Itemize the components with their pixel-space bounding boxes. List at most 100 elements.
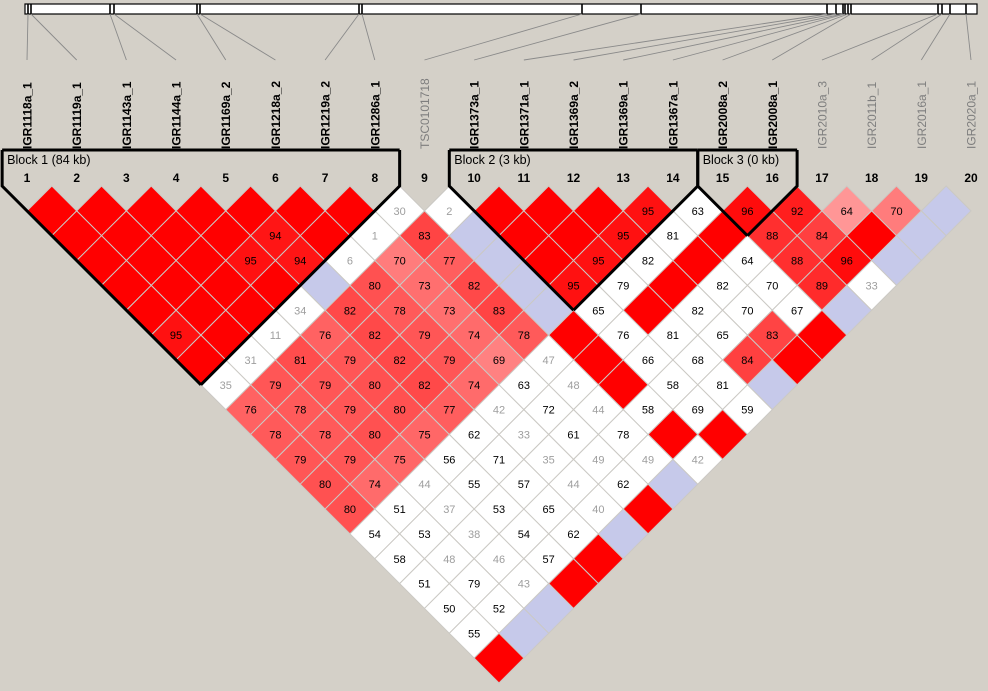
ld-value-8-12: 82: [468, 280, 480, 292]
ld-value-5-18: 65: [543, 504, 555, 516]
marker-label-12[interactable]: IGR1369a_2: [567, 81, 581, 149]
ld-value-8-9: 30: [394, 206, 406, 218]
ld-value-1-14: 80: [344, 504, 356, 516]
ld-value-2-18: 79: [468, 579, 480, 591]
marker-label-10[interactable]: IGR1373a_1: [468, 81, 482, 149]
ld-value-1-17: 51: [418, 579, 430, 591]
block-outline-1[interactable]: [0, 148, 402, 386]
ld-value-7-13: 74: [468, 330, 480, 342]
ld-value-12-15: 82: [642, 256, 654, 268]
marker-label-13[interactable]: IGR1369a_1: [617, 81, 631, 149]
marker-connector-9: [424, 13, 583, 61]
marker-connector-20: [965, 13, 972, 61]
ld-value-15-17: 88: [766, 231, 778, 243]
ld-value-7-17: 61: [567, 430, 579, 442]
ld-value-4-16: 55: [468, 479, 480, 491]
marker-label-2[interactable]: IGR1119a_1: [70, 82, 84, 149]
ld-value-8-10: 83: [418, 231, 430, 243]
marker-number-13: 13: [617, 171, 631, 185]
block-outline-3[interactable]: [696, 148, 799, 237]
marker-number-6: 6: [272, 171, 279, 185]
ld-value-1-7: 95: [170, 330, 182, 342]
ld-value-12-19: 84: [741, 355, 753, 367]
ld-value-4-12: 80: [369, 380, 381, 392]
ld-value-8-16: 48: [567, 380, 579, 392]
ld-value-10-17: 66: [642, 355, 654, 367]
marker-number-20: 20: [964, 171, 978, 185]
ld-value-11-15: 79: [617, 280, 629, 292]
marker-connector-16: [772, 13, 852, 61]
ld-value-7-12: 73: [443, 305, 455, 317]
marker-number-18: 18: [865, 171, 879, 185]
ld-value-11-18: 68: [692, 355, 704, 367]
ld-value-4-18: 54: [518, 529, 530, 541]
ld-value-3-17: 38: [468, 529, 480, 541]
block-label-3: Block 3 (0 kb): [703, 153, 779, 167]
ld-value-16-17: 92: [791, 206, 803, 218]
ld-value-1-16: 58: [394, 554, 406, 566]
ld-value-4-7: 95: [244, 256, 256, 268]
marker-label-4[interactable]: IGR1144a_1: [170, 81, 184, 149]
ld-value-16-19: 96: [841, 256, 853, 268]
ld-value-7-14: 69: [493, 355, 505, 367]
ld-value-8-19: 49: [642, 454, 654, 466]
marker-connector-4: [113, 13, 177, 61]
ld-value-7-16: 72: [543, 405, 555, 417]
ld-cell-1-20[interactable]: [473, 632, 525, 684]
marker-label-6[interactable]: IGR1218a_2: [269, 81, 283, 149]
ld-value-5-13: 82: [418, 380, 430, 392]
marker-label-18[interactable]: IGR2011b_1: [865, 82, 879, 149]
ld-value-2-13: 79: [344, 454, 356, 466]
ld-value-13-18: 70: [741, 305, 753, 317]
ld-value-1-9: 35: [220, 380, 232, 392]
ld-value-12-17: 82: [692, 305, 704, 317]
marker-number-16: 16: [766, 171, 780, 185]
ld-value-2-16: 53: [418, 529, 430, 541]
marker-label-9[interactable]: TSC0101718: [418, 78, 432, 149]
ld-value-1-10: 76: [244, 405, 256, 417]
ld-value-5-15: 62: [468, 430, 480, 442]
ld-value-10-16: 76: [617, 330, 629, 342]
ld-value-11-19: 81: [716, 380, 728, 392]
ld-value-2-10: 79: [269, 380, 281, 392]
ld-value-14-15: 63: [692, 206, 704, 218]
ld-value-5-12: 82: [394, 355, 406, 367]
marker-number-1: 1: [24, 171, 31, 185]
ld-value-6-18: 44: [567, 479, 579, 491]
marker-label-7[interactable]: IGR1219a_2: [319, 81, 333, 149]
marker-label-20[interactable]: IGR2020a_1: [965, 81, 979, 149]
ld-value-1-15: 54: [369, 529, 381, 541]
marker-connector-7: [324, 13, 360, 61]
ld-value-12-14: 95: [617, 231, 629, 243]
marker-label-8[interactable]: IGR1286a_1: [368, 81, 382, 149]
marker-label-16[interactable]: IGR2008a_1: [766, 81, 780, 149]
marker-label-5[interactable]: IGR1169a_2: [219, 81, 233, 149]
marker-label-1[interactable]: IGR1118a_1: [21, 82, 35, 149]
ld-value-5-10: 82: [344, 305, 356, 317]
marker-number-19: 19: [915, 171, 929, 185]
ld-value-7-19: 62: [617, 479, 629, 491]
marker-label-15[interactable]: IGR2008a_2: [716, 81, 730, 149]
marker-label-19[interactable]: IGR2016a_1: [915, 81, 929, 149]
marker-label-14[interactable]: IGR1367a_1: [666, 81, 680, 149]
ld-value-8-18: 78: [617, 430, 629, 442]
ld-value-7-15: 63: [518, 380, 530, 392]
ld-value-4-14: 75: [418, 430, 430, 442]
ld-value-2-17: 48: [443, 554, 455, 566]
marker-label-3[interactable]: IGR1143a_1: [120, 81, 134, 149]
marker-number-15: 15: [716, 171, 730, 185]
marker-connector-15: [722, 13, 849, 61]
ld-value-7-11: 73: [418, 280, 430, 292]
marker-number-17: 17: [815, 171, 829, 185]
ld-value-13-17: 82: [716, 280, 728, 292]
ld-value-6-17: 35: [543, 454, 555, 466]
marker-label-11[interactable]: IGR1371a_1: [517, 81, 531, 149]
marker-label-17[interactable]: IGR2010a_3: [815, 81, 829, 149]
marker-connector-12: [573, 13, 837, 61]
ld-value-5-14: 77: [443, 405, 455, 417]
ld-value-6-12: 79: [418, 330, 430, 342]
ld-value-16-18: 84: [816, 231, 828, 243]
ld-value-6-11: 78: [394, 305, 406, 317]
ld-value-7-18: 49: [592, 454, 604, 466]
